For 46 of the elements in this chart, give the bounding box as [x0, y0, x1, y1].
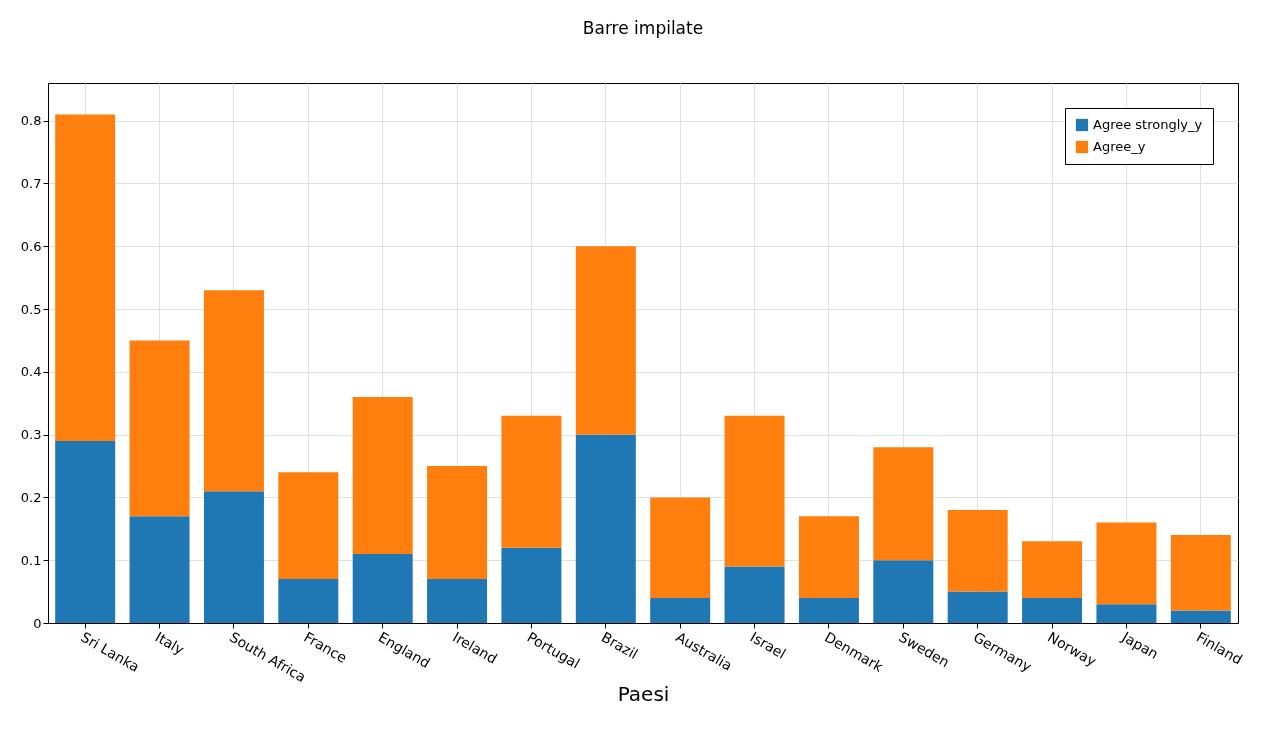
bar: [501, 547, 562, 623]
x-tick-label: Italy: [152, 628, 187, 658]
y-tick-label: 0.3: [20, 427, 42, 443]
y-tick-label: 0.8: [20, 113, 42, 129]
bar: [278, 579, 339, 623]
bar: [1022, 541, 1083, 598]
bar: [947, 591, 1008, 623]
bar: [650, 497, 711, 598]
bar: [575, 246, 636, 435]
bar: [129, 340, 190, 517]
x-axis-title: Paesi: [617, 682, 670, 707]
chart-title: Barre impilate: [582, 18, 704, 38]
bar: [724, 566, 785, 623]
y-tick-label: 0: [33, 615, 42, 631]
bar: [55, 440, 116, 623]
y-tick-label: 0.7: [20, 175, 42, 191]
legend-label: Agree strongly_y: [1093, 117, 1203, 132]
bar: [575, 434, 636, 623]
bar: [1170, 535, 1231, 611]
bar: [427, 579, 488, 623]
bar: [1170, 610, 1231, 623]
bar: [798, 597, 859, 623]
legend-label: Agree_y: [1093, 139, 1146, 154]
y-tick-label: 0.2: [20, 489, 42, 505]
bar: [1096, 522, 1157, 605]
bar: [203, 290, 264, 492]
bar: [352, 553, 413, 623]
bar: [873, 560, 934, 623]
bar: [1022, 597, 1083, 623]
bar: [203, 491, 264, 623]
y-tick-label: 0.5: [20, 301, 42, 317]
bar: [501, 415, 562, 548]
bar: [55, 114, 116, 441]
bar: [352, 396, 413, 554]
bar: [724, 415, 785, 567]
y-tick-label: 0.1: [20, 552, 42, 568]
bar: [650, 597, 711, 623]
bar: [129, 516, 190, 623]
bar: [873, 447, 934, 561]
bar: [1096, 604, 1157, 623]
y-tick-label: 0.6: [20, 238, 42, 254]
bar: [798, 516, 859, 598]
bar: [947, 509, 1008, 592]
y-tick-label: 0.4: [20, 364, 42, 380]
bar: [427, 466, 488, 580]
bar: [278, 472, 339, 580]
